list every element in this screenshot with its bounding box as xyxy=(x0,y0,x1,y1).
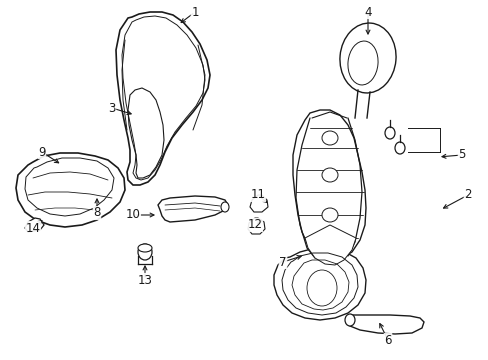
Polygon shape xyxy=(249,195,267,212)
Ellipse shape xyxy=(339,23,395,93)
Text: 5: 5 xyxy=(457,148,465,162)
Polygon shape xyxy=(273,248,365,320)
Ellipse shape xyxy=(138,244,152,260)
Polygon shape xyxy=(16,153,125,227)
Text: 14: 14 xyxy=(25,221,41,234)
Ellipse shape xyxy=(384,127,394,139)
Text: 8: 8 xyxy=(93,207,101,220)
Text: 9: 9 xyxy=(38,145,46,158)
Ellipse shape xyxy=(321,168,337,182)
Text: 3: 3 xyxy=(108,102,116,114)
Ellipse shape xyxy=(321,208,337,222)
Polygon shape xyxy=(25,218,44,232)
Ellipse shape xyxy=(394,142,404,154)
Text: 11: 11 xyxy=(250,189,265,202)
Polygon shape xyxy=(116,12,209,185)
Text: 13: 13 xyxy=(137,274,152,287)
Polygon shape xyxy=(247,218,264,234)
Text: 6: 6 xyxy=(384,333,391,346)
Ellipse shape xyxy=(138,244,152,252)
Polygon shape xyxy=(347,315,423,334)
Text: 2: 2 xyxy=(463,189,471,202)
Text: 10: 10 xyxy=(125,208,140,221)
Text: 4: 4 xyxy=(364,5,371,18)
Polygon shape xyxy=(158,196,227,222)
Ellipse shape xyxy=(345,314,354,326)
Text: 12: 12 xyxy=(247,219,262,231)
Ellipse shape xyxy=(221,202,228,212)
Ellipse shape xyxy=(321,131,337,145)
Text: 7: 7 xyxy=(279,256,286,269)
Polygon shape xyxy=(305,225,355,265)
Polygon shape xyxy=(292,110,365,260)
Text: 1: 1 xyxy=(191,5,198,18)
